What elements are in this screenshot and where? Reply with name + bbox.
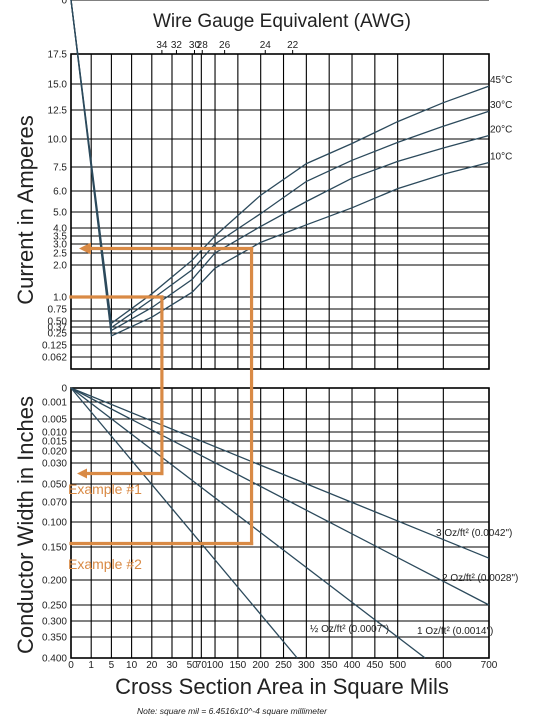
top-y-axis-title: Current in Amperes bbox=[13, 115, 38, 305]
current-tick-label: 3.5 bbox=[53, 232, 67, 243]
current-tick-label: 0.25 bbox=[48, 329, 68, 340]
awg-tick-label: 32 bbox=[171, 40, 183, 51]
thickness-line bbox=[70, 387, 298, 659]
thickness-line bbox=[70, 387, 426, 659]
x-tick-label: 250 bbox=[275, 660, 292, 671]
width-tick-label: 0.070 bbox=[42, 498, 67, 509]
x-tick-label: 0 bbox=[68, 660, 74, 671]
temperature-curve bbox=[70, 0, 490, 329]
temperature-curve bbox=[70, 0, 490, 332]
width-tick-label: 0.050 bbox=[42, 480, 67, 491]
x-tick-label: 300 bbox=[298, 660, 315, 671]
width-tick-label: 0.150 bbox=[42, 543, 67, 554]
width-tick-label: 0.020 bbox=[42, 447, 67, 458]
x-tick-label: 1 bbox=[88, 660, 94, 671]
temperature-curve-label: 10°C bbox=[490, 152, 512, 163]
current-tick-label: 0 bbox=[61, 0, 67, 7]
thickness-line bbox=[70, 387, 490, 559]
x-tick-label: 10 bbox=[126, 660, 138, 671]
examples-overlay: Example #1 Example #2 bbox=[68, 242, 254, 572]
x-tick-label: 150 bbox=[230, 660, 247, 671]
width-tick-label: 0.010 bbox=[42, 428, 67, 439]
x-tick-label: 20 bbox=[146, 660, 158, 671]
awg-tick-label: 34 bbox=[156, 40, 168, 51]
awg-tick-label: 28 bbox=[197, 40, 209, 51]
current-tick-label: 0.125 bbox=[42, 341, 67, 352]
bottom-y-axis-title: Conductor Width in Inches bbox=[13, 396, 38, 654]
current-tick-label: 5.0 bbox=[53, 208, 67, 219]
current-tick-label: 0.37 bbox=[48, 323, 68, 334]
awg-tick-label: 30 bbox=[189, 40, 201, 51]
temperature-curve-label: 45°C bbox=[490, 75, 512, 86]
thickness-line-label: ½ Oz/ft² (0.0007") bbox=[310, 624, 389, 635]
width-tick-label: 0.300 bbox=[42, 617, 67, 628]
current-tick-label: 12.5 bbox=[48, 106, 68, 117]
width-tick-label: 0 bbox=[61, 384, 67, 395]
current-frame bbox=[70, 53, 490, 370]
x-tick-label: 50 bbox=[187, 660, 199, 671]
x-tick-label: 200 bbox=[252, 660, 269, 671]
temperature-curve-label: 20°C bbox=[490, 125, 512, 136]
example-label: Example #1 bbox=[68, 481, 142, 497]
x-tick-label: 70 bbox=[196, 660, 208, 671]
current-tick-label: 7.5 bbox=[53, 163, 67, 174]
width-tick-label: 0.200 bbox=[42, 576, 67, 587]
temperature-curve bbox=[70, 0, 490, 337]
x-axis-title: Cross Section Area in Square Mils bbox=[115, 674, 449, 699]
current-tick-label: 0.50 bbox=[48, 317, 68, 328]
x-tick-label: 600 bbox=[435, 660, 452, 671]
current-tick-label: 0.062 bbox=[42, 353, 67, 364]
x-tick-label: 30 bbox=[166, 660, 178, 671]
example-arrowhead bbox=[79, 242, 91, 255]
width-tick-label: 0.100 bbox=[42, 518, 67, 529]
current-panel: 00.0620.1250.250.370.500.751.02.02.53.03… bbox=[42, 0, 512, 370]
example-label: Example #2 bbox=[68, 556, 142, 572]
temperature-curve-label: 30°C bbox=[490, 100, 512, 111]
current-tick-label: 10.0 bbox=[48, 135, 68, 146]
current-tick-label: 3.0 bbox=[53, 240, 67, 251]
awg-tick-label: 26 bbox=[219, 40, 231, 51]
x-tick-label: 350 bbox=[321, 660, 338, 671]
x-tick-label: 400 bbox=[344, 660, 361, 671]
example-arrowhead bbox=[77, 468, 87, 479]
current-tick-label: 17.5 bbox=[48, 50, 68, 61]
x-tick-label: 450 bbox=[367, 660, 384, 671]
thickness-line-label: 3 Oz/ft² (0.0042") bbox=[436, 528, 512, 539]
width-tick-label: 0.001 bbox=[42, 398, 67, 409]
width-tick-label: 0.350 bbox=[42, 633, 67, 644]
awg-tick-label: 24 bbox=[260, 40, 272, 51]
chart-title: Wire Gauge Equivalent (AWG) bbox=[153, 11, 411, 32]
current-tick-label: 2.5 bbox=[53, 249, 67, 260]
footnote: Note: square mil = 6.4516x10^-4 square m… bbox=[137, 706, 328, 716]
width-tick-label: 0.250 bbox=[42, 601, 67, 612]
x-tick-label: 500 bbox=[389, 660, 406, 671]
current-tick-label: 2.0 bbox=[53, 261, 67, 272]
x-tick-label: 700 bbox=[481, 660, 498, 671]
thickness-line bbox=[70, 387, 490, 606]
current-tick-label: 15.0 bbox=[48, 80, 68, 91]
awg-tick-label: 22 bbox=[287, 40, 299, 51]
x-tick-label: 5 bbox=[109, 660, 115, 671]
thickness-line-label: 1 Oz/ft² (0.0014") bbox=[417, 626, 493, 637]
current-tick-label: 1.0 bbox=[53, 293, 67, 304]
current-tick-label: 0.75 bbox=[48, 305, 68, 316]
thickness-line-label: 2 Oz/ft² (0.0028") bbox=[442, 573, 518, 584]
temperature-curve bbox=[70, 0, 490, 325]
current-tick-label: 6.0 bbox=[53, 187, 67, 198]
width-frame bbox=[70, 387, 490, 659]
width-tick-label: 0.030 bbox=[42, 459, 67, 470]
x-tick-label: 100 bbox=[207, 660, 224, 671]
current-tick-label: 4.0 bbox=[53, 224, 67, 235]
width-tick-label: 0.015 bbox=[42, 437, 67, 448]
width-tick-label: 0.005 bbox=[42, 415, 67, 426]
width-tick-label: 0.400 bbox=[42, 654, 67, 665]
